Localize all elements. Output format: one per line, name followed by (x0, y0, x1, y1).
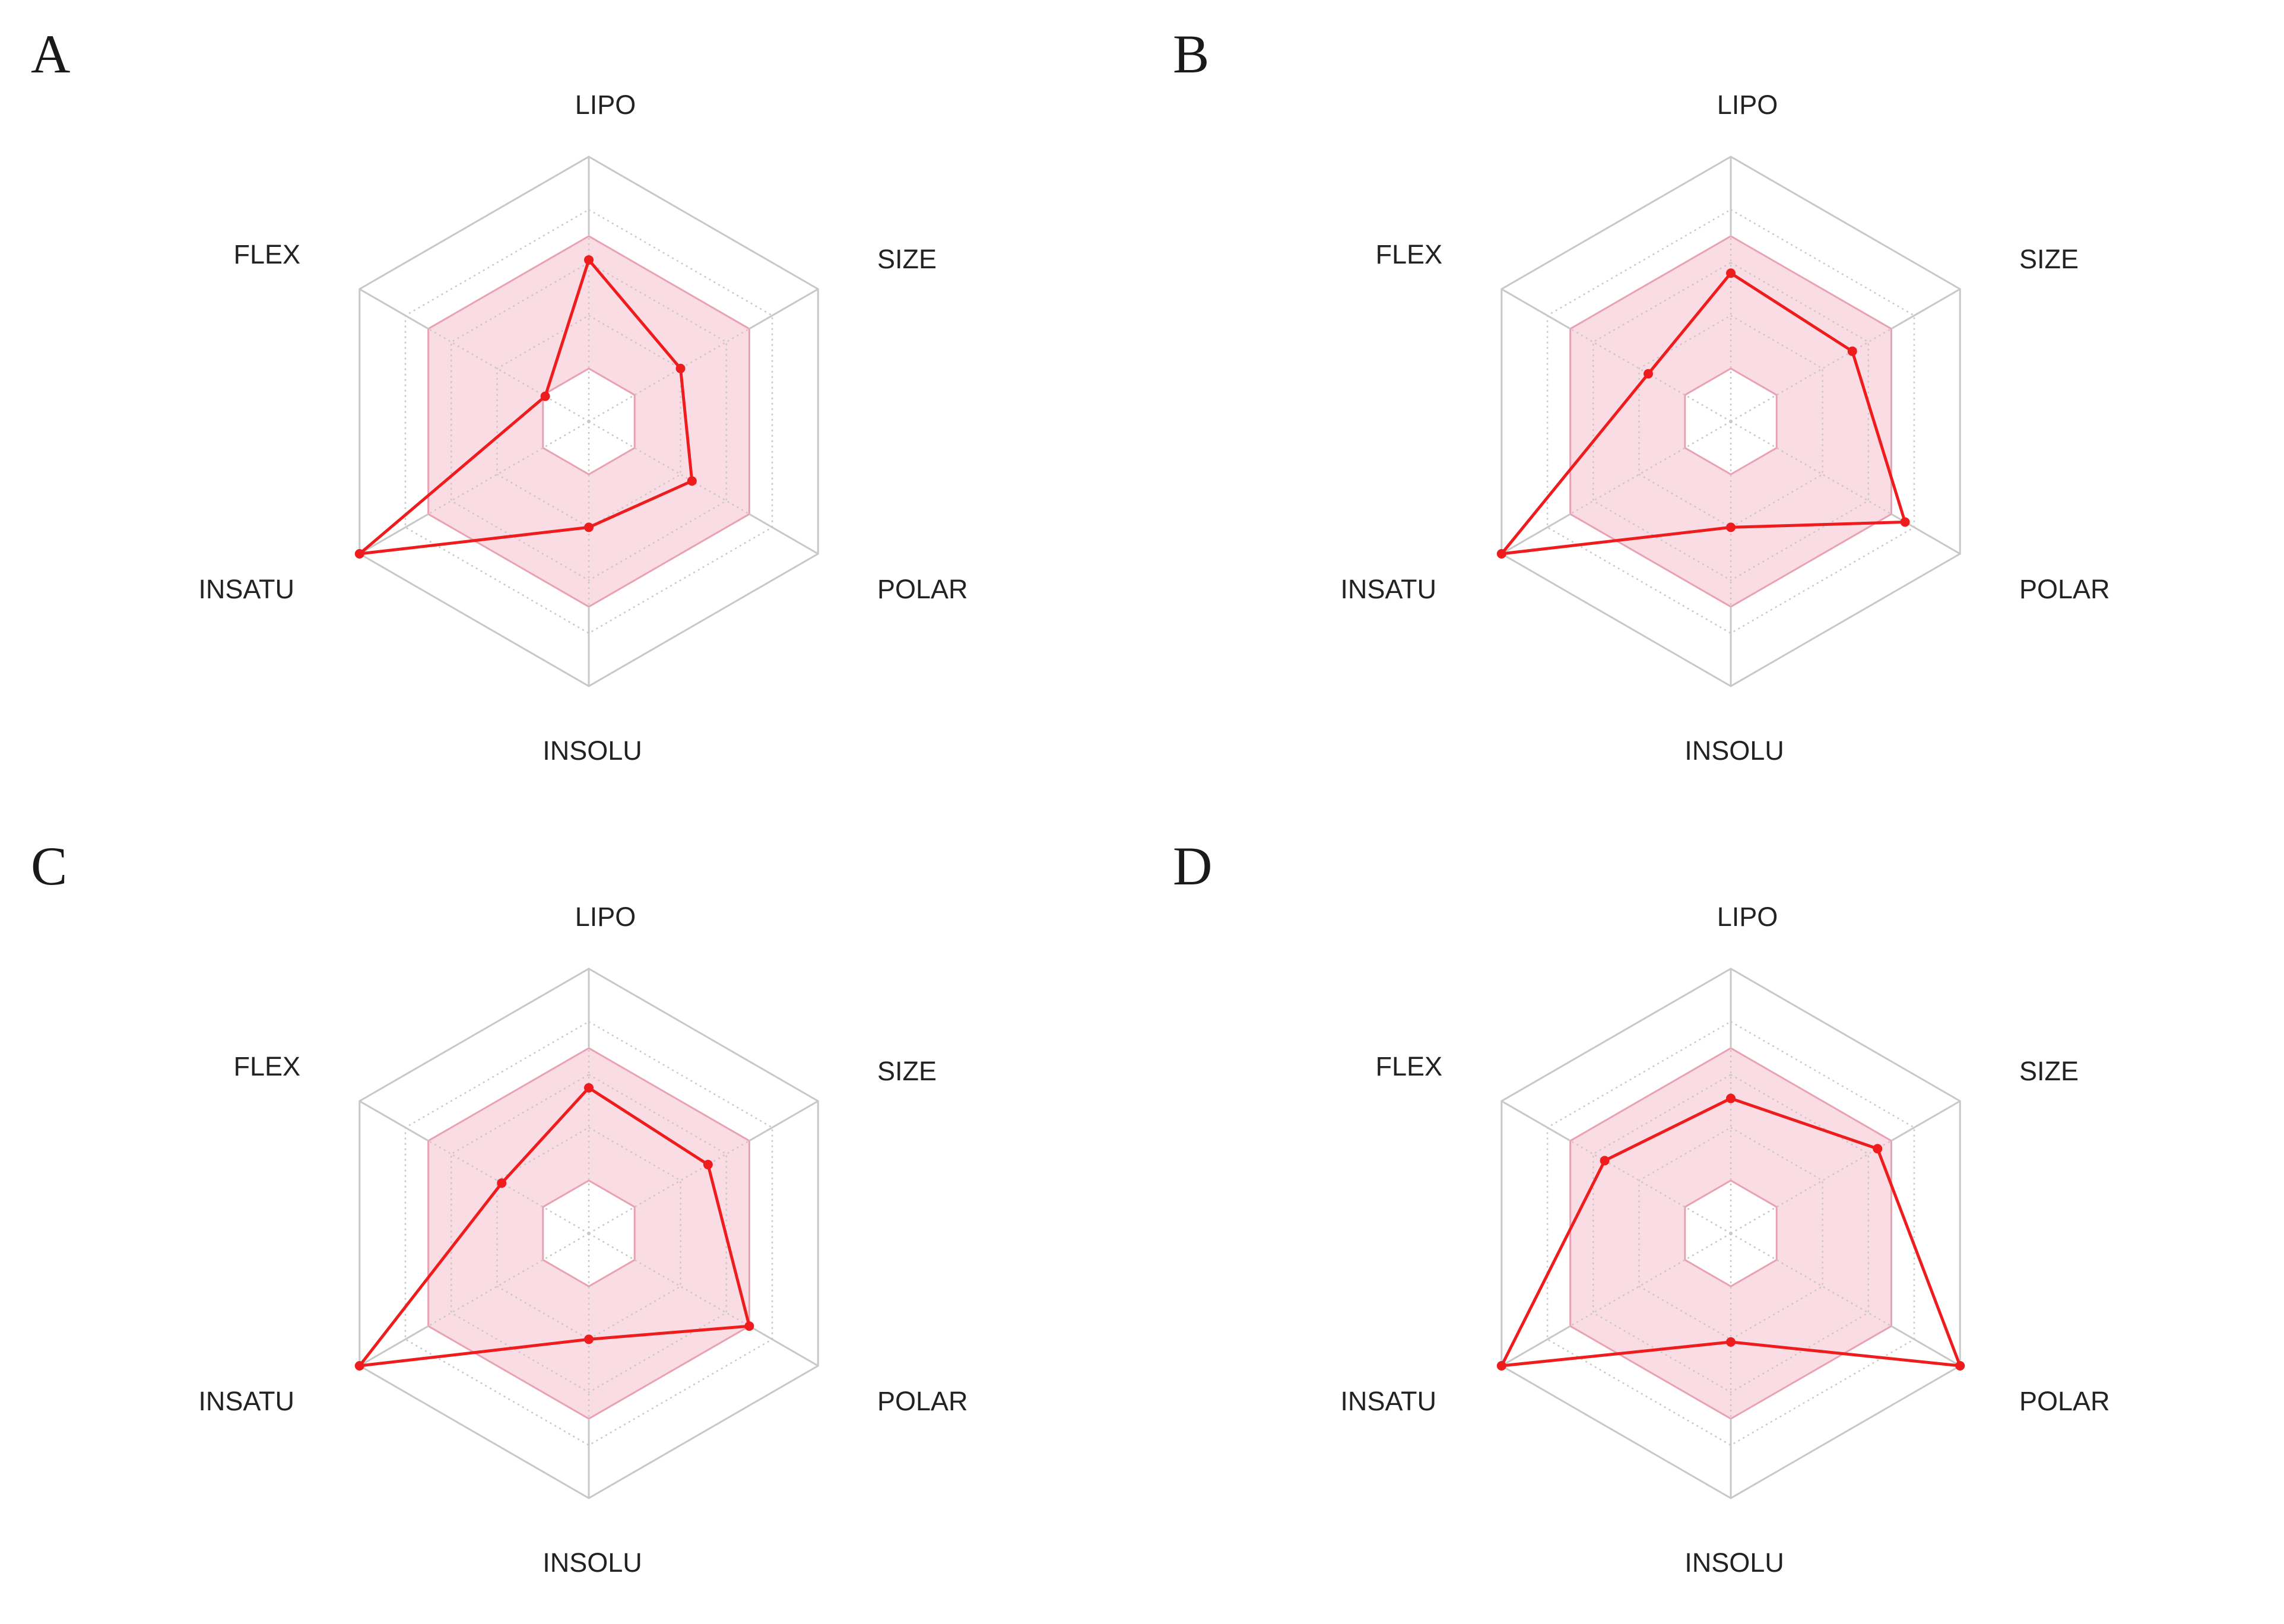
axis-label-flex: FLEX (1375, 239, 1442, 269)
axis-label-lipo: LIPO (1717, 90, 1778, 120)
grid-ring-0 (496, 315, 681, 528)
data-point-flex (1600, 1156, 1610, 1166)
axis-label-polar: POLAR (2019, 1386, 2110, 1416)
radar-panel-a: A LIPO SIZE POLAR INSOLU INSATU FLEX (0, 0, 1142, 812)
radar-chart-a: A LIPO SIZE POLAR INSOLU INSATU FLEX (31, 24, 968, 766)
axis-label-lipo: LIPO (575, 902, 636, 932)
radar-chart-b: B LIPO SIZE POLAR INSOLU INSATU FLEX (1173, 24, 2110, 766)
axis-spoke-outer (748, 288, 819, 330)
axis-spoke-outer (359, 1325, 429, 1367)
data-point-insatu (1496, 1361, 1506, 1371)
data-point-size (703, 1160, 713, 1170)
data-point-flex (1643, 369, 1653, 379)
axis-spoke-outer (359, 513, 429, 555)
optimal-range-band (428, 236, 750, 607)
data-point-lipo (1726, 1093, 1736, 1103)
axis-spoke-outer (1501, 1100, 1571, 1142)
data-point-lipo (584, 255, 594, 265)
radar-panel-d: D LIPO SIZE POLAR INSOLU INSATU FLEX (1142, 812, 2284, 1624)
data-point-polar (1955, 1361, 1965, 1371)
axis-label-size: SIZE (2019, 244, 2079, 274)
data-point-insolu (1726, 522, 1736, 532)
axis-spoke-outer (1501, 288, 1571, 330)
axis-label-size: SIZE (2019, 1056, 2079, 1086)
axis-spoke-outer (748, 513, 819, 555)
axis-spoke-outer (359, 288, 429, 330)
grid-ring-1 (451, 1073, 727, 1394)
axis-label-insolu: INSOLU (1685, 735, 1784, 766)
data-point-insatu (1496, 549, 1506, 559)
axis-spoke-outer (1890, 1100, 1961, 1142)
data-point-polar (744, 1321, 754, 1331)
optimal-range-inner (1684, 367, 1778, 475)
axis-spoke-outer (748, 1325, 819, 1367)
optimal-range-band (1570, 236, 1892, 607)
grid-ring-1 (1593, 261, 1869, 582)
axis-label-lipo: LIPO (575, 90, 636, 120)
data-point-size (1873, 1144, 1883, 1154)
data-point-insatu (354, 549, 364, 559)
data-point-insolu (584, 522, 594, 532)
optimal-range-band (1570, 1048, 1892, 1419)
axis-spoke-outer (1501, 513, 1571, 555)
axis-label-size: SIZE (877, 244, 937, 274)
axis-label-insolu: INSOLU (543, 735, 642, 766)
axis-label-polar: POLAR (2019, 574, 2110, 604)
panel-letter: D (1173, 836, 1212, 896)
axis-spoke-outer (1501, 1325, 1571, 1367)
axis-label-flex: FLEX (233, 239, 300, 269)
data-point-insolu (584, 1334, 594, 1344)
radar-chart-c: C LIPO SIZE POLAR INSOLU INSATU FLEX (31, 836, 968, 1578)
data-point-polar (687, 476, 697, 486)
axis-spoke-outer (1890, 288, 1961, 330)
data-point-lipo (1726, 268, 1736, 278)
axis-label-size: SIZE (877, 1056, 937, 1086)
panel-letter: B (1173, 24, 1209, 84)
axis-label-flex: FLEX (1375, 1051, 1442, 1081)
grid-ring-0 (1638, 1127, 1823, 1340)
radar-panel-c: C LIPO SIZE POLAR INSOLU INSATU FLEX (0, 812, 1142, 1624)
grid-ring-1 (451, 261, 727, 582)
grid-ring-0 (1638, 315, 1823, 528)
axis-spoke-outer (359, 1100, 429, 1142)
axis-label-insolu: INSOLU (1685, 1547, 1784, 1578)
axis-label-insatu: INSATU (1340, 1386, 1436, 1416)
axis-label-insatu: INSATU (198, 1386, 294, 1416)
axis-label-lipo: LIPO (1717, 902, 1778, 932)
panel-letter: C (31, 836, 67, 896)
optimal-range-inner (1684, 1179, 1778, 1287)
optimal-range-inner (542, 1179, 636, 1287)
grid-ring-0 (496, 1127, 681, 1340)
axis-spoke-outer (748, 1100, 819, 1142)
radar-chart-d: D LIPO SIZE POLAR INSOLU INSATU FLEX (1173, 836, 2110, 1578)
data-point-size (1847, 346, 1857, 356)
data-point-insatu (354, 1361, 364, 1371)
axis-label-insatu: INSATU (198, 574, 294, 604)
axis-label-polar: POLAR (877, 1386, 968, 1416)
data-point-size (675, 363, 686, 373)
data-point-insolu (1726, 1337, 1736, 1347)
data-point-flex (540, 391, 550, 401)
data-point-flex (497, 1178, 507, 1188)
axis-label-polar: POLAR (877, 574, 968, 604)
axis-spoke-outer (1890, 1325, 1961, 1367)
grid-ring-1 (1593, 1073, 1869, 1394)
axis-label-insolu: INSOLU (543, 1547, 642, 1578)
data-point-polar (1900, 517, 1910, 527)
data-point-lipo (584, 1083, 594, 1093)
radar-panel-b: B LIPO SIZE POLAR INSOLU INSATU FLEX (1142, 0, 2284, 812)
axis-label-insatu: INSATU (1340, 574, 1436, 604)
axis-label-flex: FLEX (233, 1051, 300, 1081)
panel-letter: A (31, 24, 70, 84)
